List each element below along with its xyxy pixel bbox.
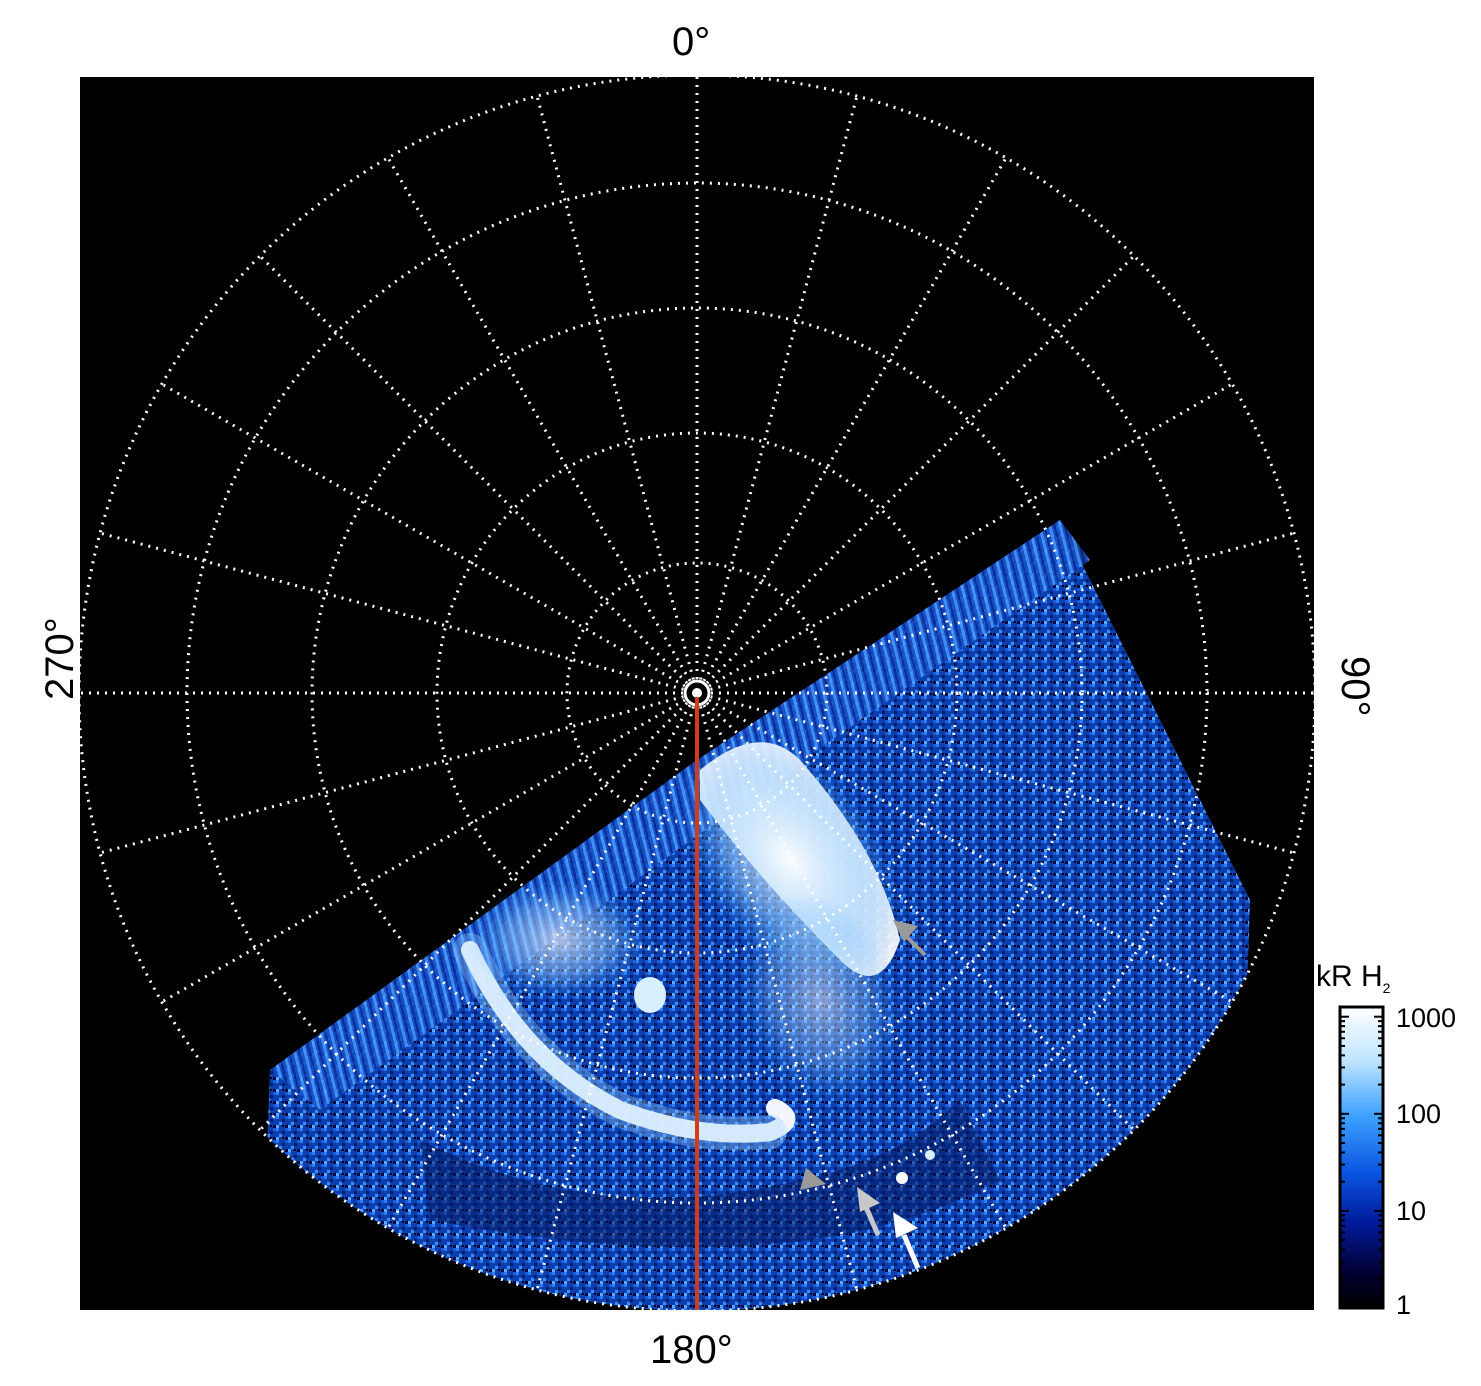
longitude-label-90: 90° (1333, 656, 1377, 717)
light-gray-arrow (857, 1187, 881, 1236)
colorbar-title-subscript: 2 (1382, 980, 1391, 996)
longitude-label-270: 270° (38, 617, 82, 700)
longitude-label-180: 180° (650, 1328, 733, 1372)
longitude-label-0: 0° (672, 20, 711, 64)
colorbar-title-text: kR H (1316, 960, 1383, 993)
gray-arrow-upper (893, 920, 927, 957)
colorbar-tick-1: 1 (1396, 1290, 1412, 1320)
colorbar (1338, 1005, 1385, 1310)
auroral-spot (634, 977, 666, 1013)
dark-band (420, 1100, 1000, 1248)
colorbar-ticks (1340, 1015, 1383, 1309)
main-auroral-arc (461, 941, 796, 1143)
gray-arrow-lower (800, 1168, 826, 1190)
colorbar-tick-10: 10 (1396, 1196, 1427, 1226)
bright-footprint (896, 1172, 908, 1184)
white-arrow (893, 1212, 921, 1269)
colorbar-title: kR H2 (1316, 960, 1390, 996)
colorbar-tick-100: 100 (1396, 1099, 1442, 1129)
colorbar-tick-1000: 1000 (1396, 1003, 1457, 1033)
